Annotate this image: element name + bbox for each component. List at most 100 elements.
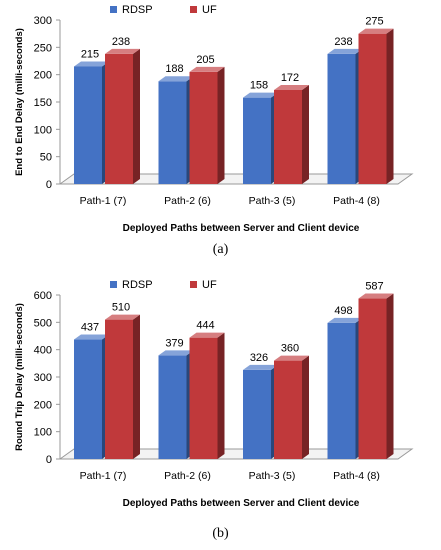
chart-b-bar-rdsp-1-front	[74, 339, 102, 459]
chart-b-y-tick-label: 200	[34, 399, 52, 411]
chart-b-bar-uf-3-value-label: 360	[281, 343, 299, 355]
chart-b-legend-label: UF	[202, 279, 217, 291]
chart-a-category-label: Path-1 (7)	[80, 195, 127, 207]
chart-b-bar-uf-1	[105, 314, 140, 459]
chart-a-bar-rdsp-2-front	[158, 81, 187, 184]
chart-a-category-label: Path-4 (8)	[333, 195, 380, 207]
chart-a-bar-rdsp-4	[327, 48, 363, 184]
chart-a-y-tick-label: 300	[34, 15, 52, 27]
chart-a-bar-rdsp-3-top	[243, 92, 278, 98]
chart-b-y-tick-label: 100	[34, 427, 52, 439]
chart-b-y-tick-label: 400	[34, 345, 52, 357]
chart-b-bar-rdsp-3-top	[243, 364, 278, 370]
chart-a-y-tick-label: 50	[40, 152, 52, 164]
chart-a-bar-rdsp-3-value-label: 158	[250, 80, 268, 92]
chart-b-bar-uf-1-value-label: 510	[112, 302, 130, 314]
chart-b-legend-swatch-uf	[190, 281, 197, 288]
chart-b-bar-rdsp-4	[327, 317, 363, 459]
chart-a-bar-uf-4-front	[358, 33, 387, 184]
chart-a-bar-rdsp-1	[74, 61, 109, 184]
chart-b-bar-uf-3-top	[274, 355, 309, 361]
chart-b-bar-uf-4-side	[386, 293, 394, 459]
chart-b-bar-rdsp-2-value-label: 379	[165, 337, 183, 349]
chart-b-svg: 0 100 200 300 400 500 600 Round Trip Delay (mil…	[14, 279, 414, 509]
chart-a-bar-rdsp-4-top	[327, 48, 363, 54]
chart-b-category-label: Path-4 (8)	[333, 470, 380, 482]
chart-b-bar-rdsp-3-front	[243, 369, 271, 459]
chart-a-bar-uf-2	[189, 66, 225, 184]
chart-b: 0 100 200 300 400 500 600 Round Trip Delay (mil…	[0, 275, 441, 515]
chart-a-bar-uf-1-top	[105, 48, 140, 54]
chart-a: 0 50 100 150 200 250 300 End to End Delay (mill…	[0, 0, 441, 240]
chart-a-bar-rdsp-2-value-label: 188	[165, 63, 183, 75]
chart-b-bar-uf-4-value-label: 587	[365, 281, 383, 293]
chart-b-bar-uf-1-top	[105, 314, 140, 320]
chart-b-y-tick-label: 300	[34, 372, 52, 384]
chart-a-bar-uf-1-side	[133, 48, 140, 184]
chart-a-bar-rdsp-1-front	[74, 66, 102, 184]
chart-b-bar-rdsp-2	[158, 350, 194, 459]
chart-a-legend-label: UF	[202, 4, 217, 16]
chart-b-legend-swatch-rdsp	[110, 281, 117, 288]
chart-b-bar-uf-4-top	[358, 293, 394, 299]
chart-b-legend-label: RDSP	[122, 279, 153, 291]
chart-b-bar-rdsp-1-top	[74, 334, 109, 340]
chart-a-bar-rdsp-4-value-label: 238	[334, 36, 352, 48]
chart-b-bar-uf-2-value-label: 444	[196, 320, 214, 332]
chart-a-category-label: Path-2 (6)	[164, 195, 211, 207]
chart-b-y-tick-label: 500	[34, 317, 52, 329]
chart-b-category-label: Path-1 (7)	[80, 470, 127, 482]
chart-a-bar-uf-2-front	[189, 71, 218, 184]
chart-b-bar-uf-1-front	[105, 319, 133, 459]
chart-b-bar-rdsp-4-value-label: 498	[334, 305, 352, 317]
chart-a-y-tick-label: 0	[46, 179, 52, 191]
chart-b-y-tick-label: 600	[34, 290, 52, 302]
chart-b-bar-uf-2-side	[217, 332, 225, 459]
chart-a-bar-rdsp-1-value-label: 215	[81, 48, 99, 60]
chart-a-x-axis-title: Deployed Paths between Server and Client…	[123, 223, 360, 234]
chart-a-bar-uf-2-value-label: 205	[196, 54, 214, 66]
chart-b-bar-rdsp-1-value-label: 437	[81, 322, 99, 334]
chart-b-bar-rdsp-4-top	[327, 317, 363, 323]
chart-a-bar-uf-4-value-label: 275	[365, 16, 383, 28]
chart-a-bar-uf-2-side	[217, 66, 225, 184]
chart-b-category-label: Path-3 (5)	[249, 470, 296, 482]
chart-a-bar-rdsp-3	[243, 92, 278, 184]
chart-b-bar-rdsp-2-front	[158, 355, 187, 459]
chart-a-bar-uf-3	[274, 84, 309, 184]
chart-a-y-tick-label: 100	[34, 124, 52, 136]
chart-a-bar-uf-2-top	[189, 66, 225, 72]
chart-b-y-axis-title: Round Trip Delay (milli-seconds)	[14, 303, 25, 451]
chart-b-category-label: Path-2 (6)	[164, 470, 211, 482]
chart-a-bar-uf-4-top	[358, 28, 394, 34]
chart-b-bar-uf-4	[358, 293, 394, 459]
chart-a-bar-uf-3-side	[302, 84, 309, 184]
chart-b-bar-uf-3-front	[274, 360, 302, 459]
chart-a-y-tick-label: 200	[34, 70, 52, 82]
chart-b-bar-uf-3	[274, 355, 309, 459]
chart-b-bar-uf-3-side	[302, 355, 309, 459]
chart-b-bar-uf-4-front	[358, 298, 387, 459]
chart-a-y-axis-title: End to End Delay (milli-seconds)	[14, 28, 25, 176]
chart-b-bar-rdsp-3	[243, 364, 278, 459]
caption-b: (b)	[212, 526, 229, 541]
chart-a-bar-uf-4	[358, 28, 394, 184]
chart-a-y-tick-label: 250	[34, 42, 52, 54]
chart-a-legend-label: RDSP	[122, 4, 153, 16]
chart-b-bar-uf-2-top	[189, 332, 225, 338]
caption-a: (a)	[212, 242, 229, 257]
chart-b-bar-uf-2-front	[189, 337, 218, 459]
chart-b-x-axis-title: Deployed Paths between Server and Client…	[123, 498, 360, 509]
chart-b-y-tick-label: 0	[46, 454, 52, 466]
chart-b-bar-rdsp-3-value-label: 326	[250, 352, 268, 364]
chart-a-bar-uf-1-front	[105, 53, 133, 184]
chart-a-bar-rdsp-1-top	[74, 61, 109, 67]
chart-a-bar-rdsp-2	[158, 76, 194, 184]
chart-b-bar-rdsp-2-top	[158, 350, 194, 356]
chart-b-bar-rdsp-1	[74, 334, 109, 459]
chart-a-legend-swatch-rdsp	[110, 6, 117, 13]
chart-a-bar-uf-3-value-label: 172	[281, 72, 299, 84]
chart-a-bar-uf-1	[105, 48, 140, 184]
chart-b-bar-uf-1-side	[133, 314, 140, 459]
chart-a-bar-rdsp-2-top	[158, 76, 194, 82]
